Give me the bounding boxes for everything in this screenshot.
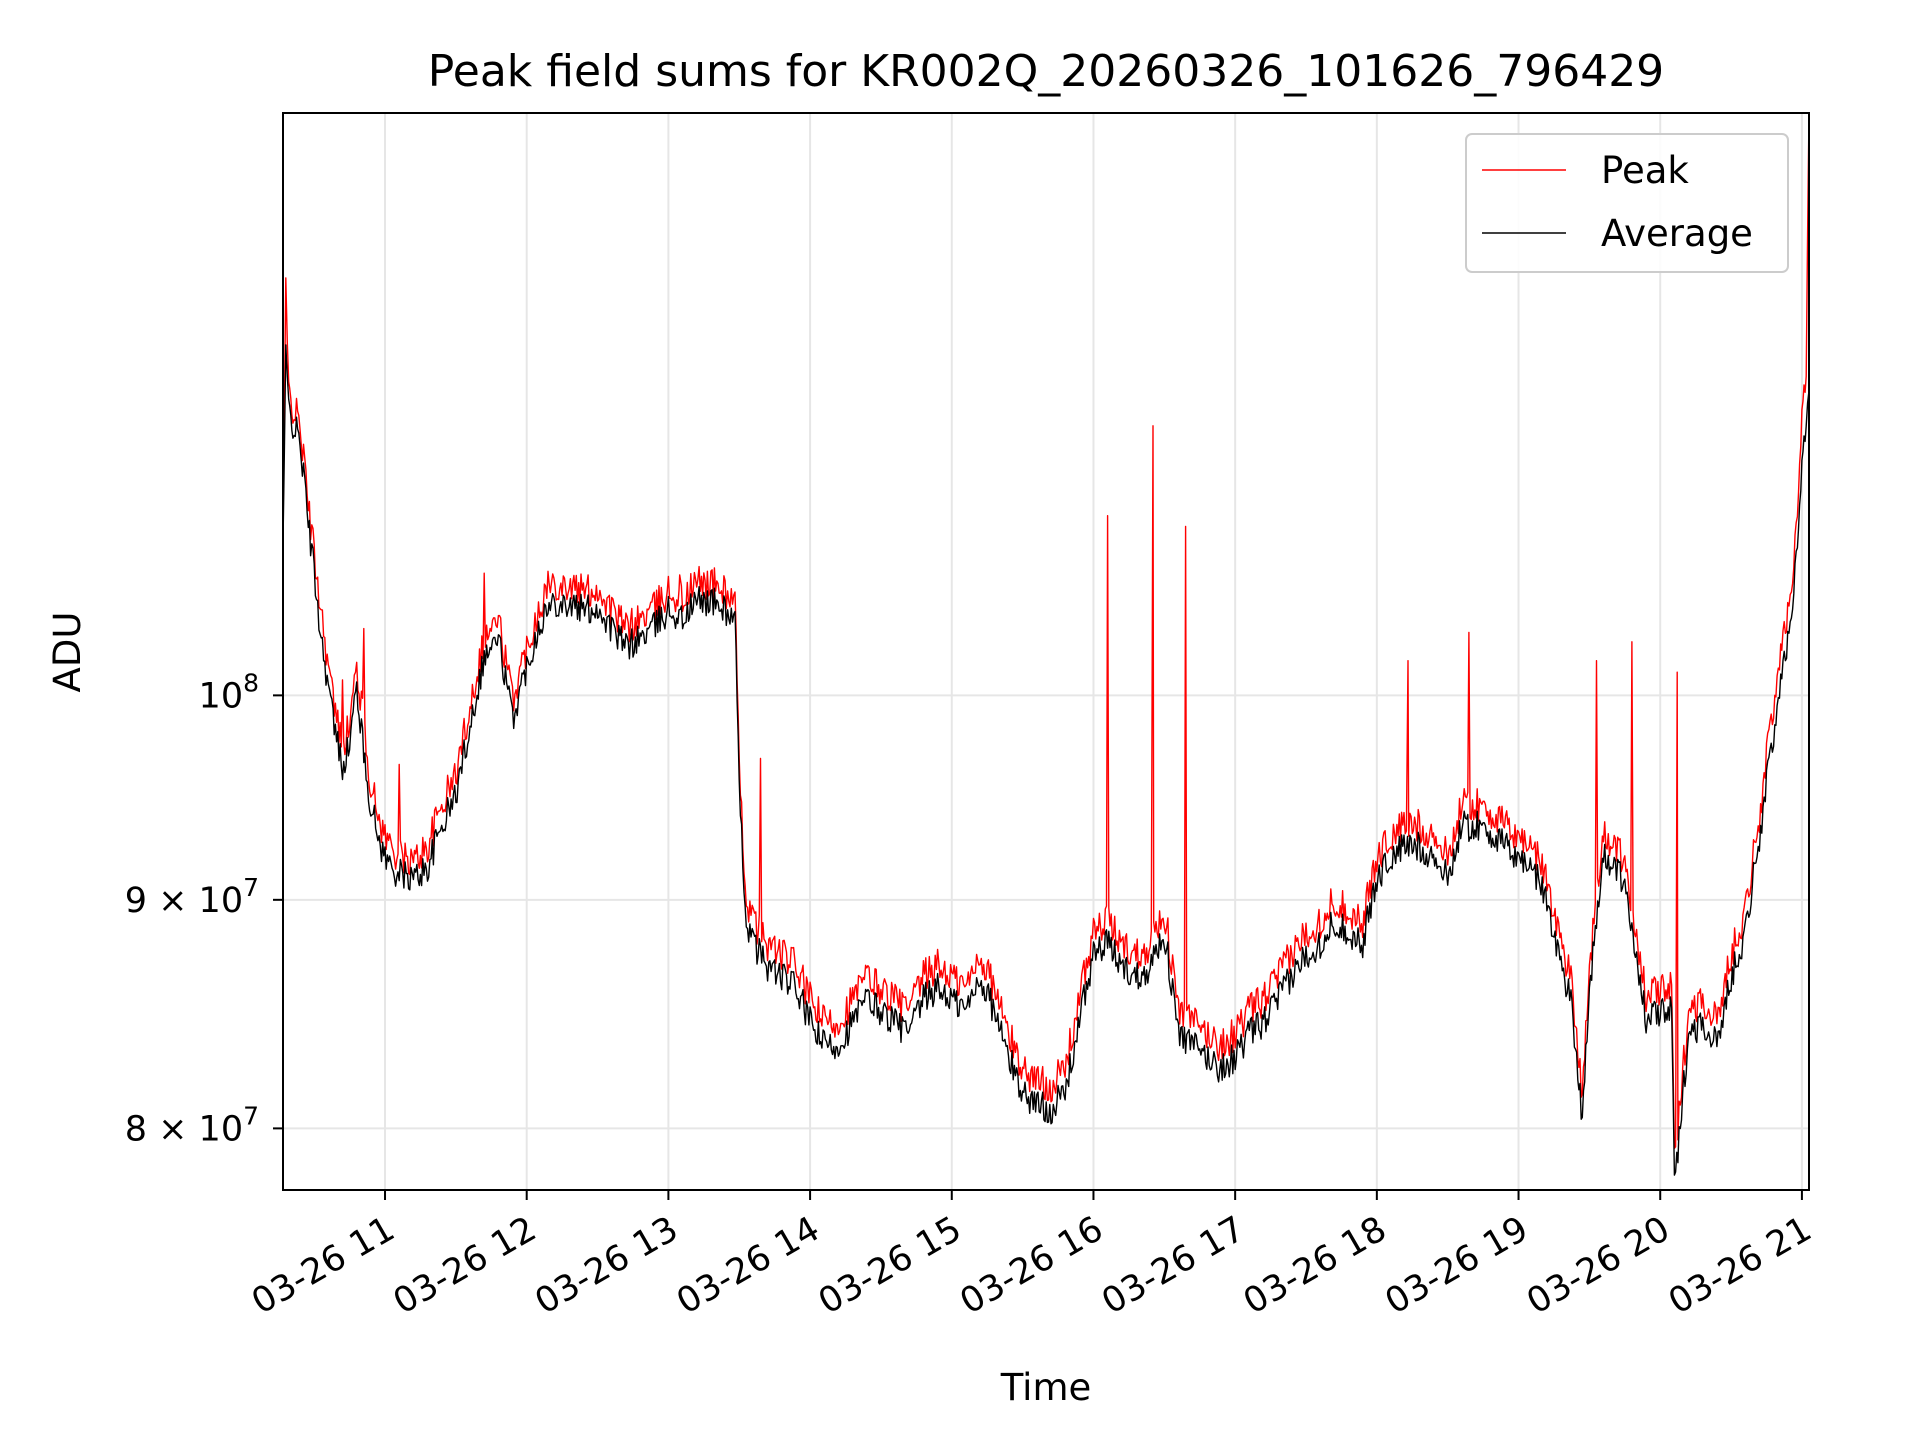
y-tick-label: 9 × 107 bbox=[125, 873, 259, 921]
legend-box bbox=[1465, 133, 1789, 273]
plot-area bbox=[283, 113, 1809, 1176]
legend-label-average: Average bbox=[1601, 212, 1753, 255]
y-axis-label: ADU bbox=[46, 612, 89, 693]
x-axis-label: Time bbox=[1000, 1366, 1092, 1409]
plot-frame bbox=[282, 112, 1810, 1191]
legend: Peak Average bbox=[1465, 133, 1789, 273]
legend-label-peak: Peak bbox=[1601, 149, 1689, 192]
series-line-average bbox=[283, 344, 1809, 1176]
y-tick-label: 108 bbox=[199, 668, 259, 716]
series-line-peak bbox=[283, 113, 1809, 1149]
chart-title: Peak field sums for KR002Q_20260326_1016… bbox=[428, 46, 1664, 97]
y-tick-label: 8 × 107 bbox=[125, 1101, 259, 1149]
y-axis: 8 × 107 9 × 107 108 bbox=[125, 668, 283, 1149]
